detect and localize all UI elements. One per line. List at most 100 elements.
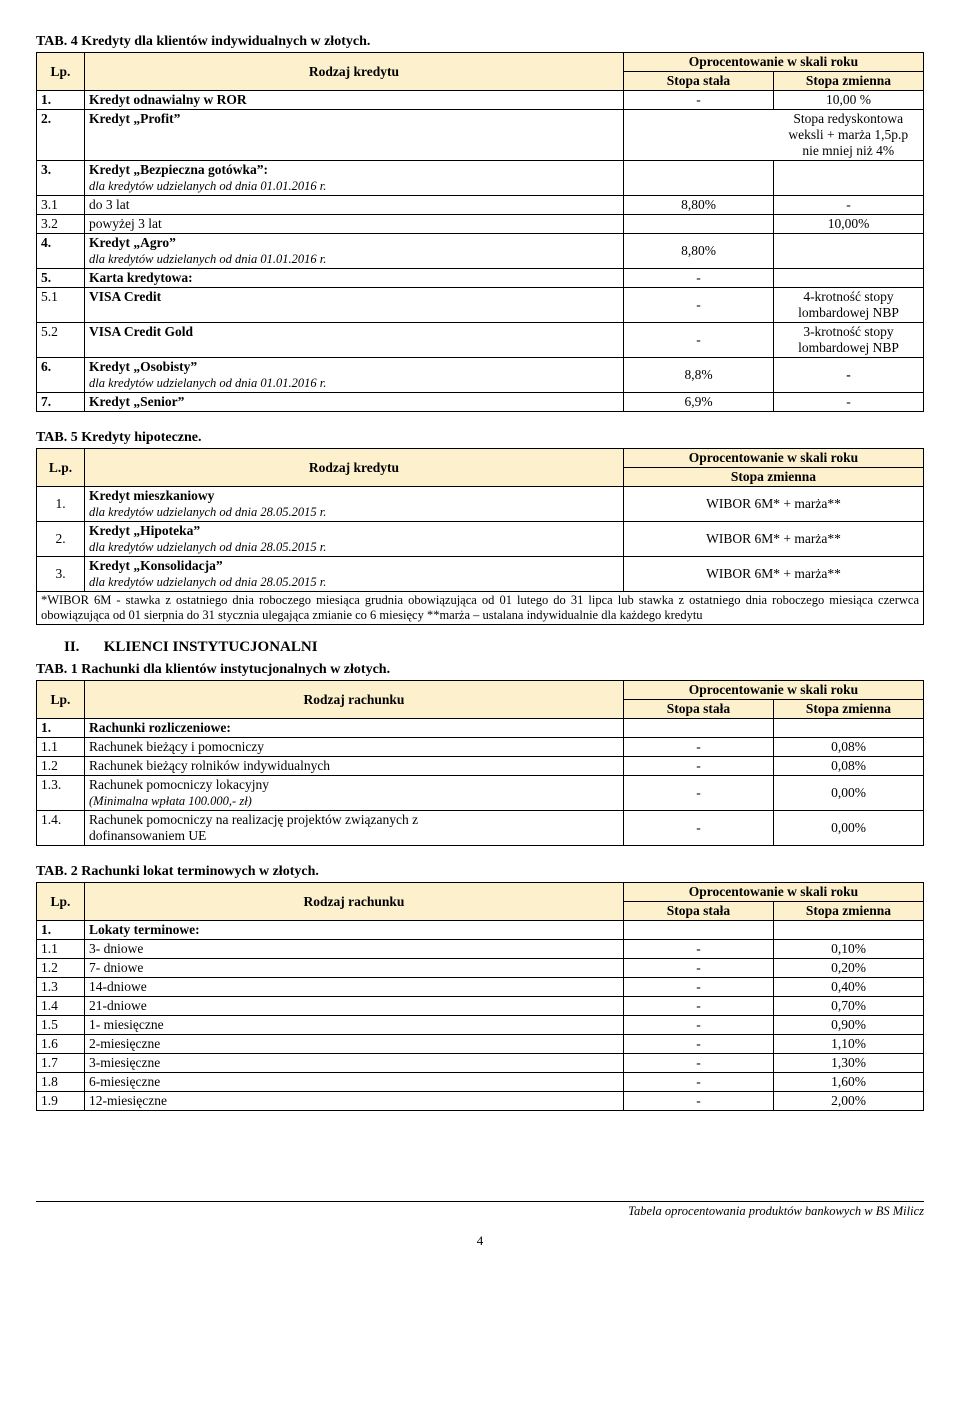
cell-lp: 1. xyxy=(37,91,85,110)
cell-c2: 0,70% xyxy=(774,997,924,1016)
cell-empty xyxy=(774,234,924,269)
cell-c2: - xyxy=(774,196,924,215)
table-row: 1.2 Rachunek bieżący rolników indywidual… xyxy=(37,757,924,776)
col-opr: Oprocentowanie w skali roku xyxy=(624,449,924,468)
cell-name: Rachunek bieżący i pomocniczy xyxy=(85,738,624,757)
cell-c2: - xyxy=(774,393,924,412)
cell-text: Kredyt „Bezpieczna gotówka”: xyxy=(89,162,268,177)
col-zmienna: Stopa zmienna xyxy=(774,72,924,91)
cell-name: VISA Credit Gold xyxy=(85,323,624,358)
cell-lp: 1.3 xyxy=(37,978,85,997)
cell-lp: 1.4. xyxy=(37,811,85,846)
cell-text: Kredyt „Konsolidacja” xyxy=(89,558,223,573)
cell-c1: - xyxy=(624,1035,774,1054)
table-row: Lp. Rodzaj rachunku Oprocentowanie w ska… xyxy=(37,883,924,902)
cell-name: 12-miesięczne xyxy=(85,1092,624,1111)
cell-name: Kredyt odnawialny w ROR xyxy=(85,91,624,110)
col-rodzaj: Rodzaj rachunku xyxy=(85,681,624,719)
cell-lp: 1.7 xyxy=(37,1054,85,1073)
col-rodzaj: Rodzaj kredytu xyxy=(85,53,624,91)
cell-name: 21-dniowe xyxy=(85,997,624,1016)
cell-c2: - xyxy=(774,358,924,393)
cell-lp: 2. xyxy=(37,522,85,557)
cell-lp: 1.5 xyxy=(37,1016,85,1035)
cell-sub: dla kredytów udzielanych od dnia 28.05.2… xyxy=(89,540,326,554)
cell-name: 3- dniowe xyxy=(85,940,624,959)
tab4-title: TAB. 4 Kredyty dla klientów indywidualny… xyxy=(36,34,924,50)
col-lp: Lp. xyxy=(37,883,85,921)
cell-name: 7- dniowe xyxy=(85,959,624,978)
cell-c1: - xyxy=(624,91,774,110)
table-row: 1.6 2-miesięczne - 1,10% xyxy=(37,1035,924,1054)
inst2-table: Lp. Rodzaj rachunku Oprocentowanie w ska… xyxy=(36,882,924,1111)
cell-lp: 1.8 xyxy=(37,1073,85,1092)
cell-name: Kredyt „Osobisty” dla kredytów udzielany… xyxy=(85,358,624,393)
cell-text: Kredyt „Hipoteka” xyxy=(89,523,200,538)
cell-text: Kredyt mieszkaniowy xyxy=(89,488,214,503)
cell-sub: dla kredytów udzielanych od dnia 01.01.2… xyxy=(89,179,326,193)
col-rodzaj: Rodzaj kredytu xyxy=(85,449,624,487)
cell-c2: Stopa redyskontowa weksli + marża 1,5p.p… xyxy=(774,110,924,161)
cell-lp: 1.2 xyxy=(37,757,85,776)
footer-text: Tabela oprocentowania produktów bankowyc… xyxy=(628,1204,924,1218)
cell-name: Kredyt „Hipoteka” dla kredytów udzielany… xyxy=(85,522,624,557)
cell-text: dofinansowaniem UE xyxy=(89,828,206,843)
cell-lp: 7. xyxy=(37,393,85,412)
inst1-table: Lp. Rodzaj rachunku Oprocentowanie w ska… xyxy=(36,680,924,846)
cell-lp: 1.2 xyxy=(37,959,85,978)
table-row: 1.3. Rachunek pomocniczy lokacyjny (Mini… xyxy=(37,776,924,811)
cell-c2: 0,90% xyxy=(774,1016,924,1035)
cell-c1: - xyxy=(624,978,774,997)
cell-lp: 3. xyxy=(37,557,85,592)
table-row: 6. Kredyt „Osobisty” dla kredytów udziel… xyxy=(37,358,924,393)
cell-c1: - xyxy=(624,1054,774,1073)
cell-c1: - xyxy=(624,738,774,757)
cell-c1: - xyxy=(624,1073,774,1092)
table-row: 3. Kredyt „Bezpieczna gotówka”: dla kred… xyxy=(37,161,924,196)
table-row: 4. Kredyt „Agro” dla kredytów udzielanyc… xyxy=(37,234,924,269)
cell-c2: 4-krotność stopy lombardowej NBP xyxy=(774,288,924,323)
col-lp: Lp. xyxy=(37,681,85,719)
cell-lp: 3. xyxy=(37,161,85,196)
cell-name: Lokaty terminowe: xyxy=(85,921,624,940)
cell-text: weksli + marża 1,5p.p xyxy=(788,127,908,142)
col-zmienna: Stopa zmienna xyxy=(774,902,924,921)
cell-c1: 8,80% xyxy=(624,196,774,215)
cell-c1: - xyxy=(624,1016,774,1035)
table-row: 5.1 VISA Credit - 4-krotność stopy lomba… xyxy=(37,288,924,323)
cell-c2: 10,00% xyxy=(774,215,924,234)
cell-c1: - xyxy=(624,959,774,978)
cell-c2: 0,20% xyxy=(774,959,924,978)
cell-name: Karta kredytowa: xyxy=(85,269,624,288)
table-row: 5. Karta kredytowa: - xyxy=(37,269,924,288)
cell-c1: - xyxy=(624,757,774,776)
cell-c2: 3-krotność stopy lombardowej NBP xyxy=(774,323,924,358)
cell-c2: 0,40% xyxy=(774,978,924,997)
cell-lp: 1. xyxy=(37,487,85,522)
cell-empty xyxy=(624,921,774,940)
cell-name: Rachunek pomocniczy na realizację projek… xyxy=(85,811,624,846)
cell-lp: 5. xyxy=(37,269,85,288)
cell-lp: 1.3. xyxy=(37,776,85,811)
cell-lp: 1.6 xyxy=(37,1035,85,1054)
tab5-title: TAB. 5 Kredyty hipoteczne. xyxy=(36,430,924,446)
cell-empty xyxy=(774,161,924,196)
cell-lp: 1.9 xyxy=(37,1092,85,1111)
cell-c2: 0,00% xyxy=(774,811,924,846)
cell-name: Kredyt „Bezpieczna gotówka”: dla kredytó… xyxy=(85,161,624,196)
cell-name: Rachunek bieżący rolników indywidualnych xyxy=(85,757,624,776)
cell-name: Kredyt mieszkaniowy dla kredytów udziela… xyxy=(85,487,624,522)
cell-empty xyxy=(624,719,774,738)
cell-sub: dla kredytów udzielanych od dnia 01.01.2… xyxy=(89,376,326,390)
table-row: 1.8 6-miesięczne - 1,60% xyxy=(37,1073,924,1092)
cell-name: 1- miesięczne xyxy=(85,1016,624,1035)
cell-text: 3-krotność stopy xyxy=(803,324,893,339)
cell-c2: 10,00 % xyxy=(774,91,924,110)
cell-text: Kredyt „Osobisty” xyxy=(89,359,197,374)
cell-lp: 6. xyxy=(37,358,85,393)
cell-text: Stopa redyskontowa xyxy=(793,111,903,126)
cell-lp: 1.4 xyxy=(37,997,85,1016)
cell-text: lombardowej NBP xyxy=(798,340,899,355)
table-row: 1.4 21-dniowe - 0,70% xyxy=(37,997,924,1016)
table-row: 1.4. Rachunek pomocniczy na realizację p… xyxy=(37,811,924,846)
